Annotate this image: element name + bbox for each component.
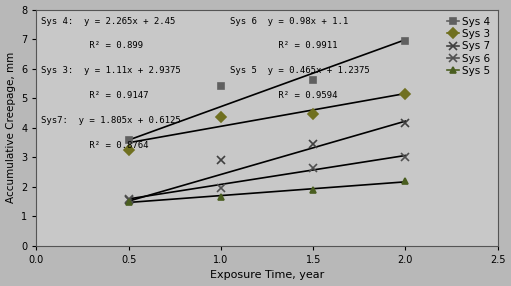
- Text: Sys 5  y = 0.465x + 1.2375: Sys 5 y = 0.465x + 1.2375: [230, 66, 370, 75]
- Text: R² = 0.8764: R² = 0.8764: [41, 141, 149, 150]
- Text: Sys 3:  y = 1.11x + 2.9375: Sys 3: y = 1.11x + 2.9375: [41, 66, 181, 75]
- Y-axis label: Accumulative Creepage, mm: Accumulative Creepage, mm: [6, 52, 15, 203]
- Text: R² = 0.9594: R² = 0.9594: [230, 91, 338, 100]
- X-axis label: Exposure Time, year: Exposure Time, year: [210, 271, 324, 281]
- Text: Sys7:  y = 1.805x + 0.6125: Sys7: y = 1.805x + 0.6125: [41, 116, 181, 125]
- Text: Sys 6  y = 0.98x + 1.1: Sys 6 y = 0.98x + 1.1: [230, 17, 349, 26]
- Legend: Sys 4, Sys 3, Sys 7, Sys 6, Sys 5: Sys 4, Sys 3, Sys 7, Sys 6, Sys 5: [445, 15, 493, 78]
- Text: Sys 4:  y = 2.265x + 2.45: Sys 4: y = 2.265x + 2.45: [41, 17, 175, 26]
- Text: R² = 0.899: R² = 0.899: [41, 41, 143, 50]
- Text: R² = 0.9147: R² = 0.9147: [41, 91, 149, 100]
- Text: R² = 0.9911: R² = 0.9911: [230, 41, 338, 50]
